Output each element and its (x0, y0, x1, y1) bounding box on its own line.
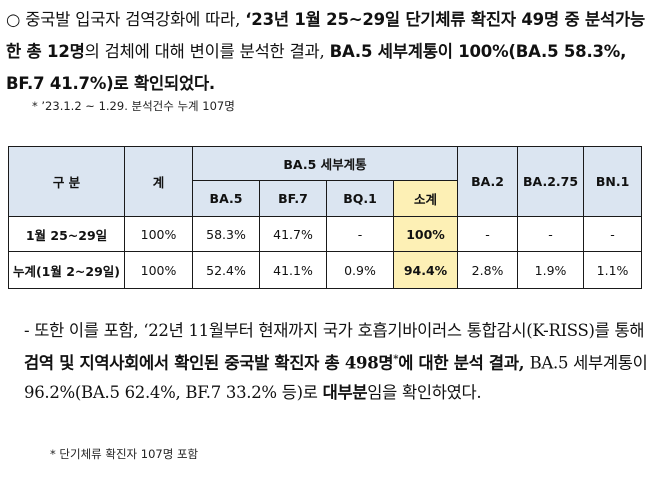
header-subtotal: 소계 (392, 180, 459, 217)
variant-table: 구 분 계 BA.5 세부계통 BA.2 BA.2.75 BN.1 BA.5 B… (8, 146, 643, 289)
row-label: 1월 25~29일 (8, 216, 125, 252)
table-row: 1월 25~29일 100% 58.3% 41.7% - 100% - - - (8, 216, 643, 252)
para2-text-3: 로 (302, 382, 323, 402)
header-ba5: BA.5 (192, 180, 260, 217)
para2-text-2: BA.5 세부계통이 96.2%(BA.5 62.4%, BF.7 33.2% … (24, 353, 648, 402)
cell-ba2: 2.8% (457, 251, 519, 289)
footnote-marker: * (393, 354, 399, 365)
footnote-1: * ’23.1.2 ~ 1.29. 분석건수 누계 107명 (32, 99, 235, 113)
para2-bold-2: 에 대한 분석 결과, (398, 353, 530, 373)
cell-subtotal: 94.4% (392, 251, 459, 289)
header-ba275: BA.2.75 (517, 146, 585, 217)
footnote-2: * 단기체류 확진자 107명 포함 (50, 447, 199, 461)
cell-bf7: 41.1% (259, 251, 327, 289)
cell-ba5: 52.4% (192, 251, 260, 289)
cell-bn1: 1.1% (583, 251, 643, 289)
paragraph-2: - 또한 이를 포함, ‘22년 11월부터 현재까지 국가 호흡기바이러스 통… (24, 316, 654, 407)
cell-bn1: - (583, 216, 643, 252)
para2-text-4: 임을 확인하였다. (367, 382, 482, 402)
para1-bold-1: ‘23년 1월 25~29일 단기체류 확진자 49명 중 분석가능한 총 12… (6, 10, 645, 61)
cell-bq1: - (326, 216, 394, 252)
cell-bf7: 41.7% (259, 216, 327, 252)
cell-ba275: 1.9% (517, 251, 585, 289)
cell-ba5: 58.3% (192, 216, 260, 252)
header-gubun: 구 분 (8, 146, 125, 217)
para2-bold-3: 대부분 (322, 382, 368, 402)
para1-text-1: 중국발 입국자 검역강화에 따라, (20, 10, 246, 29)
header-ba5-group: BA.5 세부계통 (191, 146, 459, 181)
cell-bq1: 0.9% (326, 251, 394, 289)
header-bf7: BF.7 (259, 180, 327, 217)
bullet-circle: ○ (6, 10, 21, 29)
header-total: 계 (124, 146, 193, 217)
cell-total: 100% (124, 251, 193, 289)
para2-bold-1: 검역 및 지역사회에서 확인된 중국발 확진자 총 498명 (24, 353, 394, 373)
row-label: 누계(1월 2~29일) (8, 251, 125, 289)
para2-text-1: - 또한 이를 포함, ‘22년 11월부터 현재까지 국가 호흡기바이러스 통… (24, 321, 645, 340)
header-ba2: BA.2 (457, 146, 519, 217)
cell-ba2: - (457, 216, 519, 252)
para1-bold-2: BA.5 세부계통이 100%(BA.5 58.3%, BF.7 41.7%)로… (6, 42, 627, 93)
header-bq1: BQ.1 (326, 180, 394, 217)
cell-total: 100% (124, 216, 193, 252)
paragraph-1: ○ 중국발 입국자 검역강화에 따라, ‘23년 1월 25~29일 단기체류 … (6, 4, 651, 100)
cell-ba275: - (517, 216, 585, 252)
para1-text-2: 의 검체에 대해 변이를 분석한 결과, (84, 42, 330, 61)
header-bn1: BN.1 (583, 146, 643, 217)
cell-subtotal: 100% (392, 216, 459, 252)
table-row: 누계(1월 2~29일) 100% 52.4% 41.1% 0.9% 94.4%… (8, 251, 643, 289)
